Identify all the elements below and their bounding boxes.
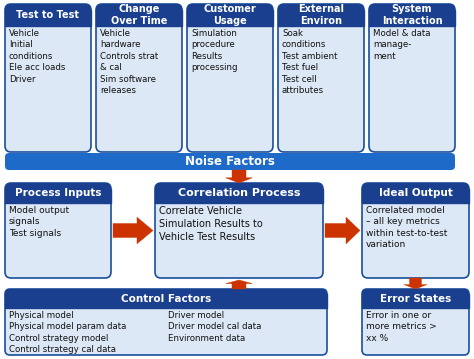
Bar [278, 10, 364, 26]
Text: Error in one or
more metrics >
xx %: Error in one or more metrics > xx % [366, 311, 437, 343]
FancyBboxPatch shape [96, 4, 182, 152]
Text: Control Factors: Control Factors [121, 294, 211, 303]
Bar [155, 189, 323, 203]
Polygon shape [226, 170, 252, 183]
Text: Correlate Vehicle
Simulation Results to
Vehicle Test Results: Correlate Vehicle Simulation Results to … [159, 206, 263, 242]
Bar [362, 294, 469, 308]
Text: Simulation
procedure
Results
processing: Simulation procedure Results processing [191, 29, 237, 73]
FancyBboxPatch shape [5, 153, 455, 170]
Text: System
Interaction: System Interaction [382, 4, 442, 26]
Polygon shape [226, 280, 252, 289]
Bar [362, 189, 469, 203]
Bar [5, 10, 91, 26]
Text: Vehicle
hardware
Controls strat
& cal
Sim software
releases: Vehicle hardware Controls strat & cal Si… [100, 29, 158, 95]
Text: External
Environ: External Environ [298, 4, 344, 26]
Text: Correlated model
– all key metrics
within test-to-test
variation: Correlated model – all key metrics withi… [366, 206, 447, 250]
FancyBboxPatch shape [155, 183, 323, 278]
FancyBboxPatch shape [5, 183, 111, 278]
Text: Ideal Output: Ideal Output [379, 188, 453, 198]
FancyBboxPatch shape [187, 4, 273, 26]
FancyBboxPatch shape [278, 4, 364, 26]
FancyBboxPatch shape [369, 4, 455, 26]
Text: Noise Factors: Noise Factors [185, 155, 275, 168]
FancyBboxPatch shape [187, 4, 273, 152]
FancyBboxPatch shape [5, 289, 327, 355]
Text: Test to Test: Test to Test [17, 10, 80, 20]
FancyBboxPatch shape [362, 289, 469, 355]
Text: Model & data
manage-
ment: Model & data manage- ment [373, 29, 430, 61]
FancyBboxPatch shape [5, 4, 91, 26]
FancyBboxPatch shape [278, 4, 364, 152]
Polygon shape [325, 217, 360, 244]
Text: Model output
signals
Test signals: Model output signals Test signals [9, 206, 69, 238]
Text: Physical model
Physical model param data
Control strategy model
Control strategy: Physical model Physical model param data… [9, 311, 127, 354]
FancyBboxPatch shape [5, 289, 327, 308]
Text: Customer
Usage: Customer Usage [204, 4, 256, 26]
Bar [96, 10, 182, 26]
Bar [5, 189, 111, 203]
FancyBboxPatch shape [5, 4, 91, 152]
Text: Soak
conditions
Test ambient
Test fuel
Test cell
attributes: Soak conditions Test ambient Test fuel T… [282, 29, 337, 95]
FancyBboxPatch shape [362, 183, 469, 203]
FancyBboxPatch shape [369, 4, 455, 152]
Bar [369, 10, 455, 26]
FancyBboxPatch shape [362, 183, 469, 278]
Text: Change
Over Time: Change Over Time [111, 4, 167, 26]
Polygon shape [113, 217, 153, 244]
Text: Error States: Error States [380, 294, 451, 303]
Text: Correlation Process: Correlation Process [178, 188, 300, 198]
FancyBboxPatch shape [155, 183, 323, 203]
Bar [187, 10, 273, 26]
FancyBboxPatch shape [362, 289, 469, 308]
Bar [5, 294, 327, 308]
Text: Process Inputs: Process Inputs [15, 188, 101, 198]
Text: Vehicle
Initial
conditions
Ele acc loads
Driver: Vehicle Initial conditions Ele acc loads… [9, 29, 65, 84]
FancyBboxPatch shape [96, 4, 182, 26]
FancyBboxPatch shape [5, 183, 111, 203]
Polygon shape [404, 278, 427, 289]
Text: Driver model
Driver model cal data
Environment data: Driver model Driver model cal data Envir… [168, 311, 261, 343]
